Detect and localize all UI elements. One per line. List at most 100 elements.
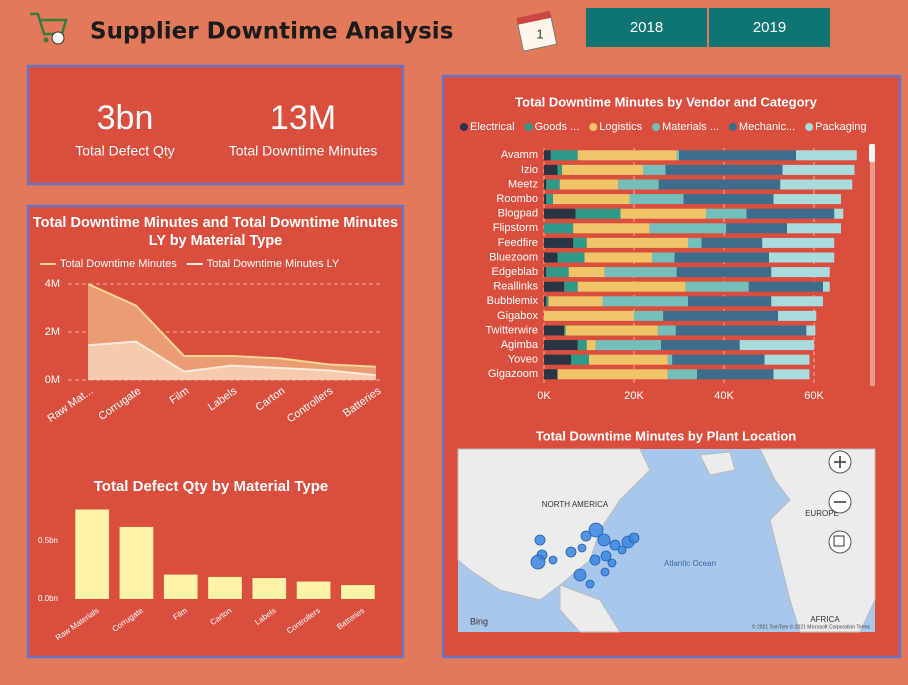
legend-label: Mechanic... xyxy=(739,121,795,133)
bar-segment xyxy=(796,150,857,161)
calendar-icon: 1 xyxy=(516,10,558,52)
area-line xyxy=(87,283,377,368)
bar-segment xyxy=(562,164,643,175)
y-tick-label: 4M xyxy=(45,278,60,290)
scrollbar[interactable] xyxy=(870,144,875,386)
bar-segment xyxy=(683,194,774,205)
kpi-label: Total Defect Qty xyxy=(75,143,175,159)
bar xyxy=(341,585,375,599)
bar-segment xyxy=(577,340,587,351)
y-tick-label: Gigazoom xyxy=(488,368,538,380)
legend-swatch xyxy=(652,123,661,131)
bar-segment xyxy=(663,310,778,321)
bar-segment xyxy=(565,325,658,336)
legend-swatch xyxy=(589,123,598,131)
area-line xyxy=(87,340,377,377)
bar-segment xyxy=(778,310,817,321)
legend-label: Logistics xyxy=(599,121,642,133)
bar-segment xyxy=(546,179,560,190)
bar-segment xyxy=(634,310,664,321)
bar-segment xyxy=(584,252,652,263)
bar-segment xyxy=(652,252,675,263)
bar-segment xyxy=(544,179,547,190)
map-label: EUROPE xyxy=(805,509,839,518)
bar-segment xyxy=(620,208,706,219)
bar-segment xyxy=(773,369,810,380)
bar-segment xyxy=(787,223,841,234)
select-region[interactable] xyxy=(828,530,852,554)
bar-segment xyxy=(726,223,787,234)
legend-swatch xyxy=(460,123,468,131)
bar xyxy=(296,581,331,599)
bar-segment xyxy=(674,252,769,263)
bar-segment xyxy=(806,325,816,336)
area-fill xyxy=(88,341,376,380)
bar-segment xyxy=(667,369,697,380)
bar-segment xyxy=(679,150,796,161)
bar-segment xyxy=(544,150,551,161)
scroll-thumb[interactable] xyxy=(869,144,875,162)
bar-segment xyxy=(544,208,576,219)
map-copyright: © 2021 TomTom © 2021 Microsoft Corporati… xyxy=(752,623,871,630)
bar-segment xyxy=(701,237,763,248)
bar xyxy=(252,578,287,599)
y-tick-label: Gigabox xyxy=(497,310,538,322)
bar-segment xyxy=(546,194,553,205)
bar-segment xyxy=(553,194,630,205)
bar-segment xyxy=(546,267,569,278)
kpi-value: 13M xyxy=(270,99,336,137)
map-label: Atlantic Ocean xyxy=(663,559,717,568)
bar-segment xyxy=(550,150,578,161)
bar-segment xyxy=(780,179,853,190)
y-tick-label: Agimba xyxy=(501,339,539,351)
bar-segment xyxy=(667,354,673,365)
legend-label: Materials ... xyxy=(662,121,719,133)
bar-segment xyxy=(688,296,772,307)
bar-segment xyxy=(568,267,605,278)
x-tick-label: 40K xyxy=(714,390,734,402)
bar-segment xyxy=(782,164,855,175)
y-tick-label: Blogpad xyxy=(498,208,538,220)
bar-segment xyxy=(746,208,835,219)
zoom-out[interactable] xyxy=(828,490,852,514)
bar-segment xyxy=(739,340,814,351)
bar-segment xyxy=(564,281,578,292)
chart-title: Total Downtime Minutes and Total Downtim… xyxy=(32,215,399,249)
bar-segment xyxy=(773,194,841,205)
bar-segment xyxy=(748,281,823,292)
y-tick-label: 0.0bn xyxy=(38,594,58,603)
bar-segment xyxy=(557,369,668,380)
legend-swatch xyxy=(524,123,533,131)
bar-segment xyxy=(665,164,783,175)
legend-label: Packaging xyxy=(815,121,866,133)
bar-segment xyxy=(559,179,619,190)
x-tick-label: 0K xyxy=(537,390,551,402)
bar-segment xyxy=(672,354,765,365)
map-title: Total Downtime Minutes by Plant Location xyxy=(536,428,797,443)
year-button[interactable]: 2019 xyxy=(709,8,830,47)
legend-swatch xyxy=(805,123,814,131)
kpi-value: 3bn xyxy=(97,99,154,137)
y-tick-label: Bluezoom xyxy=(489,251,538,263)
y-tick-label: Feedfire xyxy=(498,237,538,249)
bar-segment xyxy=(544,310,634,321)
bar-segment xyxy=(573,223,650,234)
bar-segment xyxy=(676,150,679,161)
legend-label: Electrical xyxy=(470,121,515,133)
y-tick-label: Izio xyxy=(521,164,538,176)
year-button[interactable]: 2018 xyxy=(586,8,707,47)
zoom-in[interactable] xyxy=(828,450,852,474)
y-tick-label: 2M xyxy=(45,326,60,338)
bar-segment xyxy=(571,354,589,365)
svg-text:1: 1 xyxy=(536,26,543,41)
bar-segment xyxy=(546,296,549,307)
bar-segment xyxy=(544,369,558,380)
map: NORTH AMERICA EUROPE Atlantic Ocean AFRI… xyxy=(457,448,876,633)
bar-segment xyxy=(762,237,835,248)
bar xyxy=(163,574,198,599)
legend-swatch xyxy=(728,123,737,131)
bar-segment xyxy=(544,194,547,205)
map-label-box: Atlantic Ocean xyxy=(663,559,717,568)
